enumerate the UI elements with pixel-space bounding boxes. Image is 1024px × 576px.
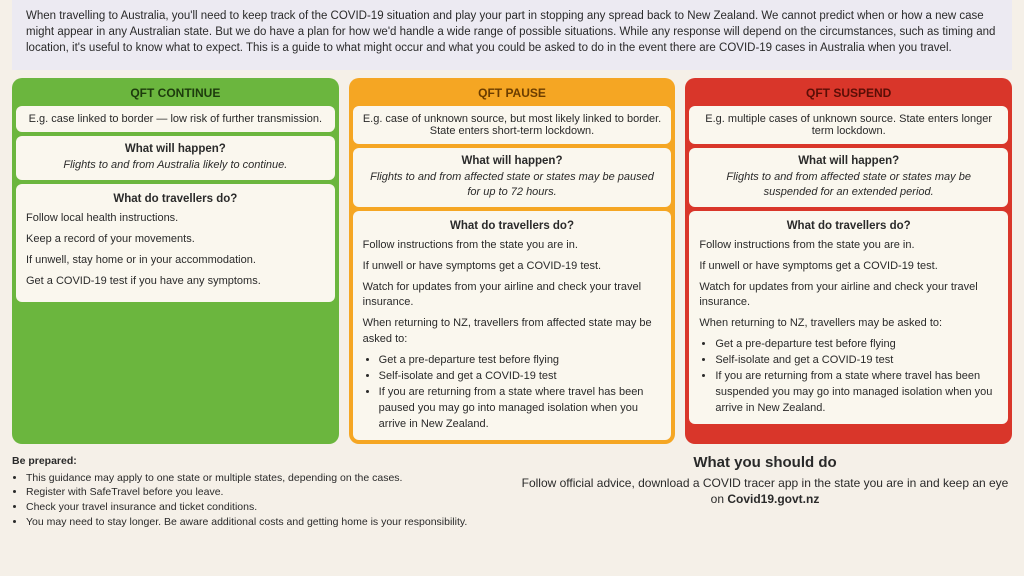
card-return-item: Get a pre-departure test before flying — [379, 353, 662, 369]
status-card: QFT SUSPEND E.g. multiple cases of unknow… — [685, 78, 1012, 444]
card-return-list: Get a pre-departure test before flyingSe… — [699, 337, 998, 417]
card-what-will-happen: What will happen?Flights to and from Aus… — [16, 136, 335, 180]
card-return-item: Self-isolate and get a COVID-19 test — [379, 369, 662, 385]
card-return-item: Get a pre-departure test before flying — [715, 337, 998, 353]
card-do-line: Watch for updates from your airline and … — [363, 280, 662, 312]
card-example: E.g. case linked to border — low risk of… — [16, 106, 335, 132]
card-return-item: If you are returning from a state where … — [715, 369, 998, 417]
card-do-line: Follow instructions from the state you a… — [363, 238, 662, 254]
card-return-list: Get a pre-departure test before flyingSe… — [363, 353, 662, 433]
intro-paragraph: When travelling to Australia, you'll nee… — [12, 0, 1012, 70]
card-header: QFT SUSPEND — [689, 82, 1008, 102]
status-card: QFT CONTINUE E.g. case linked to border —… — [12, 78, 339, 444]
should-text: Follow official advice, download a COVID… — [518, 475, 1012, 507]
card-what-do-travellers-do: What do travellers do?Follow instruction… — [353, 211, 672, 440]
what-you-should-do-box: What you should do Follow official advic… — [518, 454, 1012, 529]
card-what-do-travellers-do: What do travellers do?Follow instruction… — [689, 211, 1008, 424]
card-what-will-happen: What will happen?Flights to and from aff… — [353, 148, 672, 207]
card-what-will-happen: What will happen?Flights to and from aff… — [689, 148, 1008, 207]
be-prepared-list: This guidance may apply to one state or … — [12, 471, 506, 530]
card-do-line: Keep a record of your movements. — [26, 232, 325, 248]
status-card: QFT PAUSE E.g. case of unknown source, bu… — [349, 78, 676, 444]
card-do-line: Follow local health instructions. — [26, 211, 325, 227]
card-return-intro: When returning to NZ, travellers from af… — [363, 316, 662, 348]
card-do-line: If unwell, stay home or in your accommod… — [26, 253, 325, 269]
card-do-line: If unwell or have symptoms get a COVID-1… — [699, 259, 998, 275]
card-what-do-travellers-do: What do travellers do?Follow local healt… — [16, 184, 335, 301]
card-return-item: Self-isolate and get a COVID-19 test — [715, 353, 998, 369]
card-header: QFT CONTINUE — [16, 82, 335, 102]
be-prepared-title: Be prepared: — [12, 454, 506, 469]
be-prepared-box: Be prepared: This guidance may apply to … — [12, 454, 506, 529]
should-title: What you should do — [518, 454, 1012, 471]
be-prepared-item: Register with SafeTravel before you leav… — [26, 485, 506, 500]
card-do-line: Follow instructions from the state you a… — [699, 238, 998, 254]
card-header: QFT PAUSE — [353, 82, 672, 102]
card-do-line: Get a COVID-19 test if you have any symp… — [26, 274, 325, 290]
footer-row: Be prepared: This guidance may apply to … — [0, 444, 1024, 529]
card-example: E.g. case of unknown source, but most li… — [353, 106, 672, 144]
card-do-line: Watch for updates from your airline and … — [699, 280, 998, 312]
card-return-item: If you are returning from a state where … — [379, 385, 662, 433]
card-return-intro: When returning to NZ, travellers may be … — [699, 316, 998, 332]
be-prepared-item: You may need to stay longer. Be aware ad… — [26, 515, 506, 530]
be-prepared-item: This guidance may apply to one state or … — [26, 471, 506, 486]
card-do-line: If unwell or have symptoms get a COVID-1… — [363, 259, 662, 275]
cards-row: QFT CONTINUE E.g. case linked to border —… — [0, 78, 1024, 444]
be-prepared-item: Check your travel insurance and ticket c… — [26, 500, 506, 515]
card-example: E.g. multiple cases of unknown source. S… — [689, 106, 1008, 144]
